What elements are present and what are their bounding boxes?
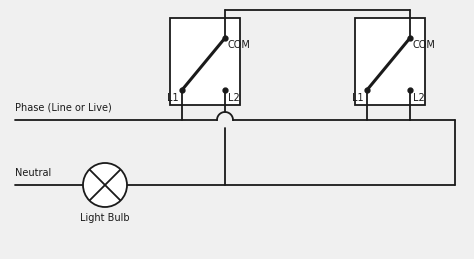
Bar (355, 18, 425, 105)
Text: COM: COM (413, 40, 436, 50)
Bar (170, 18, 240, 105)
Text: L1: L1 (167, 93, 179, 103)
Text: Phase (Line or Live): Phase (Line or Live) (15, 103, 112, 113)
Text: L2: L2 (413, 93, 425, 103)
Text: L2: L2 (228, 93, 240, 103)
Text: Neutral: Neutral (15, 168, 51, 178)
Text: COM: COM (228, 40, 251, 50)
Text: L1: L1 (352, 93, 364, 103)
Circle shape (83, 163, 127, 207)
Text: Light Bulb: Light Bulb (80, 213, 130, 223)
